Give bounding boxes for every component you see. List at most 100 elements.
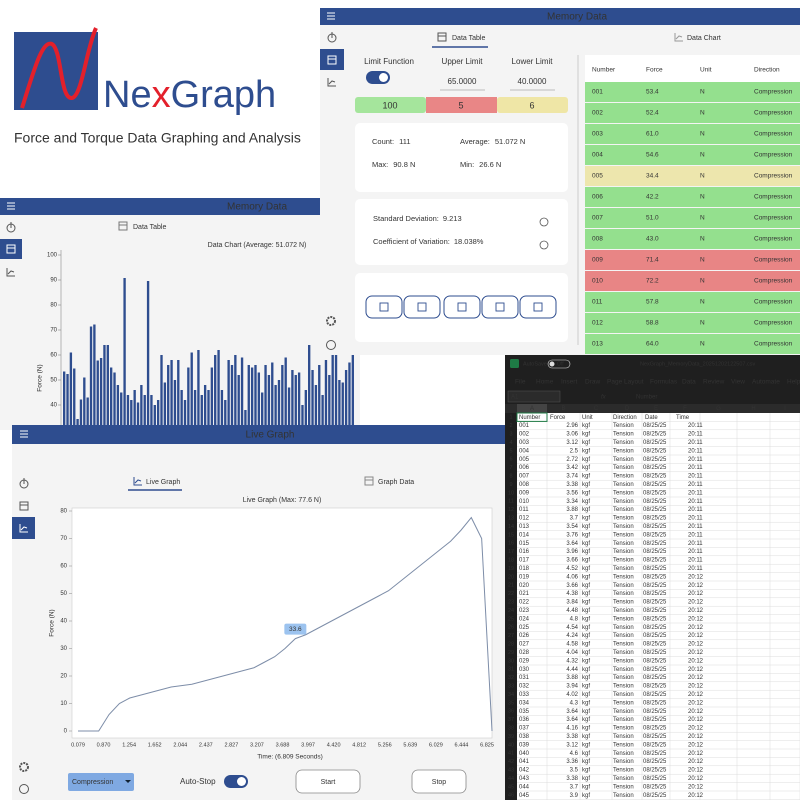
cell: 025 <box>519 625 530 631</box>
bar <box>331 355 334 430</box>
cell: 08/25/25 <box>643 692 667 698</box>
cell: Tension <box>613 490 634 496</box>
limit-toggle-knob <box>379 73 388 82</box>
cell: 20:12 <box>688 717 704 723</box>
help-icon[interactable] <box>19 784 29 794</box>
stop-button[interactable] <box>411 769 467 794</box>
action-button[interactable] <box>519 295 557 319</box>
cell: 08/25/25 <box>643 776 667 782</box>
y-tick-label: 60 <box>50 353 57 359</box>
bar <box>324 360 328 430</box>
cell: Tension <box>613 432 634 438</box>
action-button[interactable] <box>443 295 481 319</box>
cell: kgf <box>582 541 590 547</box>
cell: 20:12 <box>688 608 704 614</box>
status-count: 100 <box>382 100 397 110</box>
table-icon <box>364 476 374 486</box>
cell: kgf <box>582 717 590 723</box>
y-axis-label: Force (N) <box>37 364 44 391</box>
row-number: 10 <box>508 490 514 496</box>
cell: kgf <box>582 591 590 597</box>
table-cell: 006 <box>592 194 603 201</box>
cell: Tension <box>613 516 634 522</box>
chart-icon <box>19 524 28 533</box>
cell: Tension <box>613 717 634 723</box>
help-icon[interactable] <box>326 340 336 350</box>
cell: Tension <box>613 650 634 656</box>
cell: 4.3 <box>570 700 579 706</box>
window-header <box>320 8 800 25</box>
cell: Tension <box>613 768 634 774</box>
value-label: 33.6 <box>289 626 302 633</box>
bar <box>351 350 354 430</box>
info-icon[interactable] <box>539 240 549 250</box>
table-cell: 012 <box>592 320 603 327</box>
y-tick-label: 20 <box>60 674 67 680</box>
stat: Max: 90.8 N <box>372 160 415 169</box>
settings-icon[interactable] <box>19 762 29 772</box>
direction-dropdown[interactable] <box>68 773 134 791</box>
bar <box>160 355 163 430</box>
x-tick-label: 6.444 <box>455 742 469 748</box>
autosave-toggle[interactable] <box>547 359 571 369</box>
cell: Tension <box>613 776 634 782</box>
cell: Tension <box>613 633 634 639</box>
cell: Time <box>676 415 690 421</box>
table-cell: Compression <box>754 110 793 117</box>
info-icon[interactable] <box>539 217 549 227</box>
cell: 08/25/25 <box>643 423 667 429</box>
table-cell: 34.4 <box>646 173 659 180</box>
window-title: Memory Data <box>547 12 607 23</box>
settings-icon[interactable] <box>326 316 336 326</box>
cell: 20:12 <box>688 692 704 698</box>
cell: Tension <box>613 524 634 530</box>
bar <box>308 345 311 430</box>
bar <box>207 390 210 430</box>
chart-icon-line <box>20 526 28 531</box>
cell: Tension <box>613 440 634 446</box>
row-number: 24 <box>508 608 514 614</box>
bar <box>86 397 89 430</box>
stat: Count: 111 <box>372 137 411 146</box>
bar <box>146 281 150 430</box>
column-letter: C <box>594 406 599 412</box>
x-tick-label: 3.997 <box>301 742 315 748</box>
bar <box>234 355 237 430</box>
cell: 08/25/25 <box>643 768 667 774</box>
bar <box>230 365 234 430</box>
table-cell: Compression <box>754 194 793 201</box>
fx-symbol: fx <box>601 395 607 401</box>
row-number: 15 <box>508 532 514 538</box>
bar <box>277 380 281 430</box>
column-letter: A <box>530 406 534 412</box>
action-icon <box>379 302 389 312</box>
cell: 3.56 <box>566 490 578 496</box>
action-button[interactable] <box>365 295 403 319</box>
cell: 005 <box>519 457 530 463</box>
tab-label: Graph Data <box>378 479 414 486</box>
name-box[interactable] <box>507 390 561 403</box>
bar <box>89 326 93 430</box>
x-tick-label: 0.870 <box>97 742 111 748</box>
bar <box>344 370 348 430</box>
cell: 027 <box>519 642 530 648</box>
y-tick-label: 70 <box>60 536 67 542</box>
cell: 08/25/25 <box>643 524 667 530</box>
cell: 20:11 <box>688 558 703 564</box>
stat-label: Average: <box>460 137 490 146</box>
cell: 08/25/25 <box>643 658 667 664</box>
ribbon-tab: View <box>731 379 745 386</box>
cell: 043 <box>519 776 530 782</box>
action-button[interactable] <box>481 295 519 319</box>
start-button[interactable] <box>295 769 361 794</box>
x-tick-label: 6.825 <box>480 742 494 748</box>
cell: 20:11 <box>688 566 703 572</box>
cell: Tension <box>613 566 634 572</box>
bar <box>73 368 76 430</box>
cell: 4.32 <box>566 658 578 664</box>
cell: 024 <box>519 616 530 622</box>
action-button[interactable] <box>403 295 441 319</box>
cell: kgf <box>582 684 590 690</box>
table-cell: N <box>700 194 705 201</box>
table-row <box>585 103 800 123</box>
